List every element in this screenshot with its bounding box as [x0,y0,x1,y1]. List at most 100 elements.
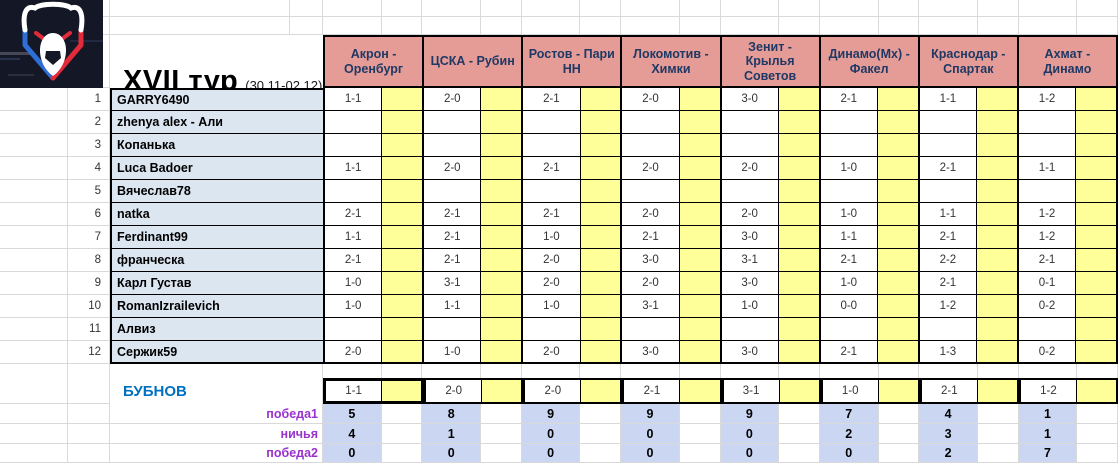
points-cell[interactable] [679,111,720,134]
player-name-cell[interactable]: natka [110,203,323,226]
points-cell[interactable] [382,295,423,318]
prediction-cell[interactable]: 1-0 [325,295,383,318]
points-cell[interactable] [481,180,522,203]
prediction-cell[interactable]: 3-1 [721,249,779,272]
points-cell[interactable] [580,88,621,111]
prediction-cell[interactable]: 1-1 [919,88,978,111]
prediction-cell[interactable]: 1-0 [523,226,581,249]
prediction-cell[interactable]: 2-0 [424,157,482,180]
points-cell[interactable] [977,295,1017,318]
points-cell[interactable] [679,341,720,364]
points-cell[interactable] [977,111,1017,134]
prediction-cell[interactable]: 2-0 [523,249,581,272]
prediction-cell[interactable] [424,111,482,134]
prediction-cell[interactable]: 1-1 [424,295,482,318]
points-cell[interactable] [877,203,918,226]
prediction-cell[interactable]: 2-1 [523,203,581,226]
points-cell[interactable] [1076,295,1116,318]
points-cell[interactable] [977,318,1017,341]
stat-value-cell[interactable]: 2 [819,424,879,444]
points-cell[interactable] [1076,318,1116,341]
prediction-cell[interactable] [1018,318,1077,341]
points-cell[interactable] [1076,157,1116,180]
prediction-cell[interactable]: 0-2 [1018,295,1077,318]
points-cell[interactable] [1076,88,1116,111]
points-cell[interactable] [580,180,621,203]
prediction-cell[interactable]: 2-2 [919,249,978,272]
prediction-cell[interactable]: 2-0 [622,157,680,180]
prediction-cell[interactable]: 1-1 [325,88,383,111]
prediction-cell[interactable]: 1-1 [820,226,878,249]
prediction-cell[interactable]: 2-1 [424,203,482,226]
points-cell[interactable] [778,249,819,272]
points-cell[interactable] [580,341,621,364]
points-cell[interactable] [977,272,1017,295]
points-cell[interactable] [778,226,819,249]
stat-value-cell[interactable]: 0 [720,444,780,463]
prediction-cell[interactable]: 1-1 [1018,157,1077,180]
prediction-cell[interactable]: 1-0 [820,157,878,180]
prediction-cell[interactable]: 3-1 [622,295,680,318]
prediction-cell[interactable]: 2-1 [325,249,383,272]
points-cell[interactable] [778,341,819,364]
stat-value-cell[interactable]: 5 [323,404,382,424]
prediction-cell[interactable] [523,318,581,341]
points-cell[interactable] [481,318,522,341]
stat-value-cell[interactable]: 1 [1018,424,1078,444]
prediction-cell[interactable]: 1-0 [820,272,878,295]
prediction-cell[interactable] [919,318,978,341]
prediction-cell[interactable]: 2-0 [523,341,581,364]
prediction-cell[interactable]: 2-0 [622,203,680,226]
stat-value-cell[interactable]: 4 [323,424,382,444]
prediction-cell[interactable]: 2-0 [523,272,581,295]
prediction-cell[interactable] [820,111,878,134]
prediction-cell[interactable]: 3-0 [721,341,779,364]
points-cell[interactable] [977,134,1017,157]
points-cell[interactable] [877,111,918,134]
prediction-cell[interactable]: 2-0 [325,341,383,364]
prediction-cell[interactable] [919,111,978,134]
prediction-cell[interactable]: 2-1 [523,88,581,111]
points-cell[interactable] [877,249,918,272]
prediction-cell[interactable]: 2-1 [919,157,978,180]
points-cell[interactable] [382,180,423,203]
prediction-cell[interactable]: 3-0 [721,272,779,295]
stat-value-cell[interactable]: 3 [919,424,978,444]
stat-value-cell[interactable]: 0 [621,424,680,444]
prediction-cell[interactable]: 3-0 [622,341,680,364]
prediction-cell[interactable]: 2-1 [820,249,878,272]
prediction-cell[interactable] [325,180,383,203]
player-name-cell[interactable]: Сержик59 [110,341,323,364]
points-cell[interactable] [977,203,1017,226]
points-cell[interactable] [382,203,423,226]
prediction-cell[interactable] [820,318,878,341]
prediction-cell[interactable]: 3-0 [721,88,779,111]
points-cell[interactable] [778,318,819,341]
prediction-cell[interactable] [622,180,680,203]
points-cell[interactable] [779,380,819,402]
bubnov-prediction-cell[interactable]: 2-0 [525,380,582,402]
points-cell[interactable] [382,381,422,401]
points-cell[interactable] [878,380,918,402]
points-cell[interactable] [580,318,621,341]
points-cell[interactable] [679,203,720,226]
bubnov-prediction-cell[interactable]: 2-1 [624,380,681,402]
bubnov-prediction-cell[interactable]: 2-0 [426,380,483,402]
prediction-cell[interactable]: 2-0 [721,203,779,226]
prediction-cell[interactable] [1018,111,1077,134]
points-cell[interactable] [580,111,621,134]
player-name-cell[interactable]: RomanIzrailevich [110,295,323,318]
prediction-cell[interactable] [919,134,978,157]
player-name-cell[interactable]: GARRY6490 [110,88,323,111]
points-cell[interactable] [382,341,423,364]
points-cell[interactable] [977,157,1017,180]
prediction-cell[interactable]: 1-1 [325,226,383,249]
player-name-cell[interactable]: Копанька [110,134,323,157]
prediction-cell[interactable] [1018,134,1077,157]
prediction-cell[interactable] [325,111,383,134]
points-cell[interactable] [679,272,720,295]
player-name-cell[interactable]: Вячеслав78 [110,180,323,203]
prediction-cell[interactable]: 1-2 [1018,88,1077,111]
points-cell[interactable] [977,380,1017,402]
prediction-cell[interactable] [523,111,581,134]
